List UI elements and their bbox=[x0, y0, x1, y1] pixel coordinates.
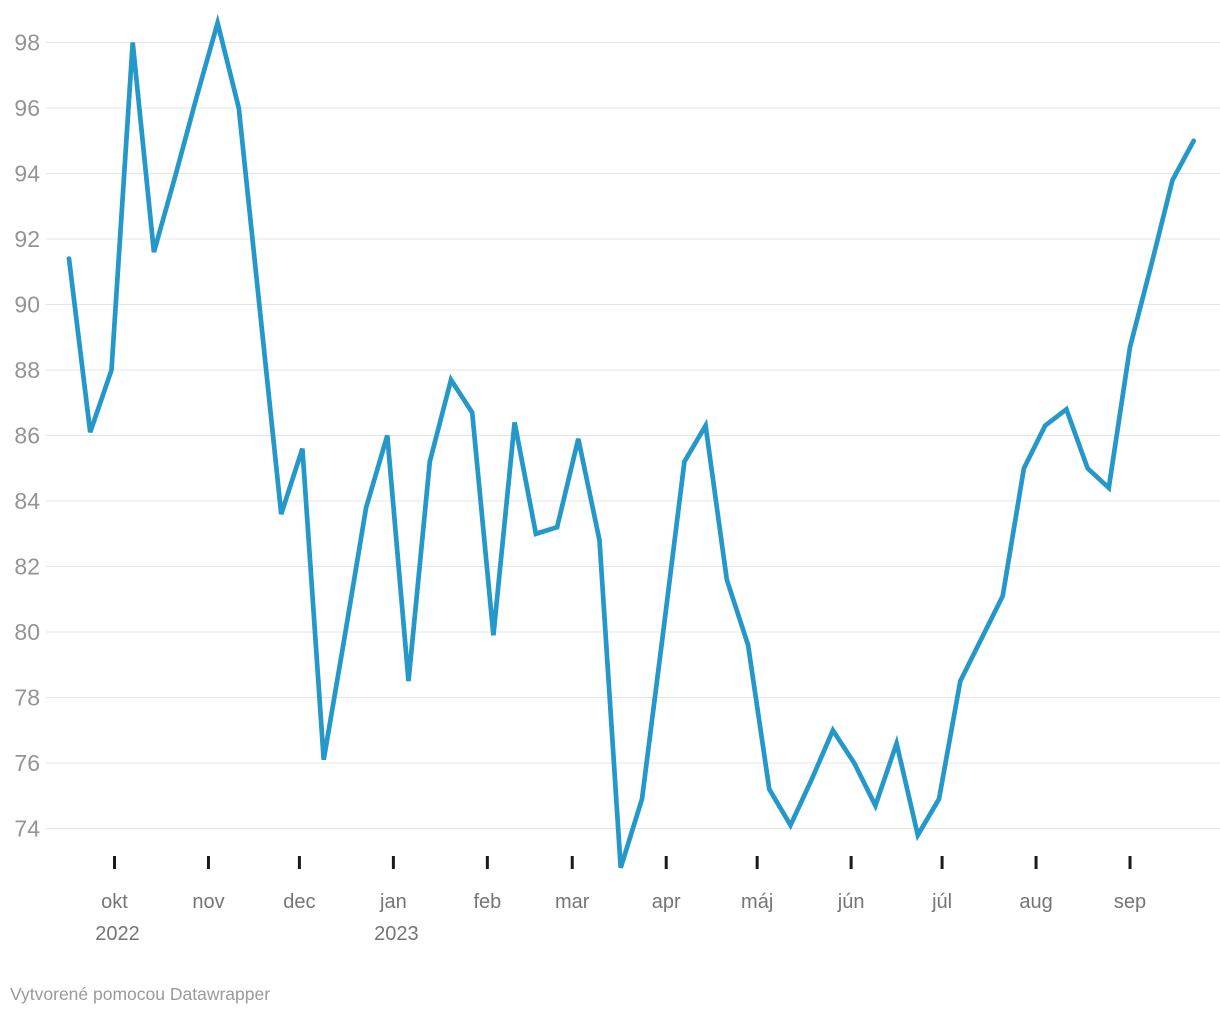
gridlines bbox=[46, 41, 1220, 830]
x-axis-ticks bbox=[113, 856, 1132, 869]
y-axis-label: 90 bbox=[14, 292, 40, 318]
x-month-label: mar bbox=[555, 891, 590, 913]
x-axis-labels: okt 2022 nov dec jan 2023 feb mar apr máj jún júl au… bbox=[95, 891, 1146, 945]
x-year-label: 2022 bbox=[95, 923, 140, 945]
x-month-label: aug bbox=[1019, 891, 1052, 913]
y-axis-label: 98 bbox=[14, 30, 40, 56]
data-line bbox=[66, 13, 1197, 869]
y-axis-label: 84 bbox=[14, 488, 40, 514]
x-month-label: dec bbox=[283, 891, 315, 913]
attribution-footer: Vytvorené pomocou Datawrapper bbox=[10, 984, 271, 1004]
x-month-label: máj bbox=[741, 891, 773, 913]
x-month-label: nov bbox=[192, 891, 224, 913]
x-month-label: apr bbox=[652, 891, 681, 913]
x-month-label: júl bbox=[931, 891, 952, 913]
x-year-label: 2023 bbox=[374, 923, 419, 945]
y-axis-label: 80 bbox=[14, 619, 40, 645]
x-month-label: jan bbox=[379, 891, 407, 913]
y-axis-labels: 74 76 78 80 82 84 86 88 90 92 94 96 98 bbox=[14, 30, 40, 842]
y-axis-label: 82 bbox=[14, 554, 40, 580]
y-axis-label: 88 bbox=[14, 357, 40, 383]
x-month-label: feb bbox=[473, 891, 501, 913]
x-month-label: okt bbox=[101, 891, 128, 913]
y-axis-label: 96 bbox=[14, 95, 40, 121]
y-axis-label: 78 bbox=[14, 685, 40, 711]
y-axis-label: 74 bbox=[14, 816, 40, 842]
y-axis-label: 76 bbox=[14, 750, 40, 776]
x-month-label: sep bbox=[1114, 891, 1146, 913]
x-month-label: jún bbox=[837, 891, 865, 913]
data-series bbox=[66, 13, 1197, 869]
y-axis-label: 94 bbox=[14, 161, 40, 187]
y-axis-label: 86 bbox=[14, 423, 40, 449]
y-axis-label: 92 bbox=[14, 226, 40, 252]
